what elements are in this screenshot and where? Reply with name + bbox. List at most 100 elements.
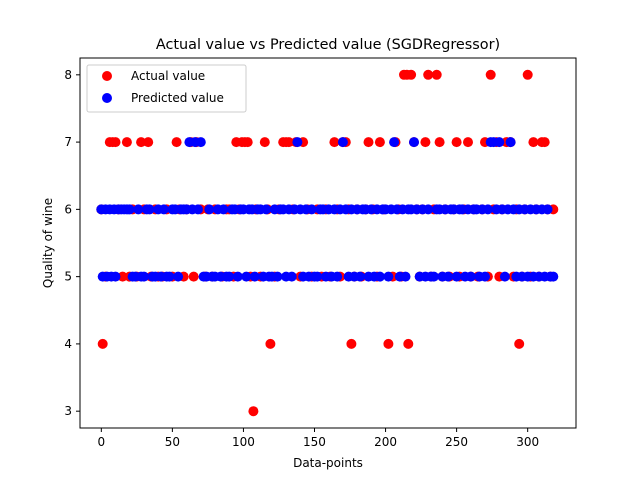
legend-marker-predicted — [102, 93, 112, 103]
predicted-value-point — [232, 271, 243, 282]
predicted-value-point — [164, 271, 175, 282]
plot-frame — [79, 57, 577, 429]
x-tick-label: 200 — [374, 435, 397, 449]
predicted-value-point — [144, 204, 155, 215]
legend-label-actual: Actual value — [131, 69, 205, 83]
x-axis: 0 50 100 150 200 250 300 — [97, 428, 539, 449]
predicted-value-point — [548, 271, 559, 282]
y-tick-label: 4 — [64, 337, 72, 351]
y-tick-label: 6 — [64, 202, 72, 216]
actual-value-point — [110, 137, 121, 148]
actual-value-point — [136, 137, 147, 148]
chart-title: Actual value vs Predicted value (SGDRegr… — [156, 37, 500, 53]
actual-value-point — [451, 137, 462, 148]
actual-value-point — [171, 137, 182, 148]
actual-value-point — [539, 137, 550, 148]
x-tick-label: 150 — [303, 435, 326, 449]
actual-value-point — [259, 137, 270, 148]
actual-value-point — [522, 69, 533, 80]
x-tick-label: 0 — [97, 435, 105, 449]
predicted-value-point — [292, 137, 303, 148]
predicted-value-point — [505, 137, 516, 148]
predicted-value-point — [158, 204, 169, 215]
legend-label-predicted: Predicted value — [131, 91, 224, 105]
predicted-value-point — [110, 271, 121, 282]
actual-value-point — [528, 137, 539, 148]
predicted-value-point — [409, 137, 419, 148]
predicted-value-point — [428, 271, 439, 282]
actual-value-point — [363, 137, 374, 148]
actual-value-point — [346, 338, 357, 349]
x-tick-label: 300 — [516, 435, 539, 449]
actual-value-point — [117, 271, 128, 282]
predicted-value-point — [465, 271, 476, 282]
actual-value-point — [121, 137, 132, 148]
actual-value-point — [420, 137, 431, 148]
predicted-value-point — [312, 271, 323, 282]
predicted-value-point — [195, 137, 206, 148]
predicted-value-point — [261, 204, 272, 215]
predicted-value-point — [224, 271, 235, 282]
predicted-value-point — [499, 271, 510, 282]
y-tick-label: 8 — [64, 68, 72, 82]
predicted-value-point — [133, 204, 144, 215]
x-tick-label: 50 — [165, 435, 180, 449]
predicted-value-point — [193, 204, 203, 215]
predicted-value-point — [389, 137, 400, 148]
actual-value-point — [383, 338, 394, 349]
actual-value-point — [242, 137, 253, 148]
predicted-value-point — [423, 204, 434, 215]
actual-value-point — [423, 69, 434, 80]
x-tick-label: 100 — [232, 435, 255, 449]
predicted-value-point — [400, 271, 411, 282]
y-axis: 3 4 5 6 7 8 — [64, 68, 80, 418]
predicted-value-point — [451, 271, 462, 282]
actual-value-point — [514, 338, 525, 349]
y-tick-label: 7 — [64, 135, 72, 149]
actual-value-point — [283, 137, 294, 148]
points-layer — [96, 69, 559, 417]
predicted-value-point — [374, 271, 385, 282]
legend-box — [86, 64, 247, 113]
actual-value-point — [188, 271, 199, 282]
predicted-value-point — [337, 137, 348, 148]
x-tick-label: 250 — [445, 435, 468, 449]
x-axis-label: Data-points — [293, 456, 363, 470]
predicted-value-point — [480, 271, 490, 282]
predicted-value-point — [482, 204, 493, 215]
predicted-value-point — [249, 271, 260, 282]
y-axis-label: Quality of wine — [41, 198, 55, 288]
predicted-value-point — [494, 137, 505, 148]
actual-value-point — [431, 69, 442, 80]
actual-value-point — [374, 137, 385, 148]
predicted-value-point — [306, 204, 317, 215]
predicted-value-point — [139, 271, 149, 282]
predicted-value-point — [241, 271, 252, 282]
actual-value-point — [248, 406, 259, 417]
predicted-value-point — [355, 271, 365, 282]
predicted-value-point — [124, 204, 135, 215]
predicted-value-point — [383, 271, 394, 282]
actual-value-point — [265, 338, 276, 349]
actual-value-point — [329, 137, 340, 148]
predicted-value-point — [204, 204, 215, 215]
actual-value-point — [485, 69, 496, 80]
predicted-value-point — [272, 271, 283, 282]
predicted-value-point — [218, 204, 229, 215]
legend: Actual value Predicted value — [86, 64, 247, 113]
actual-value-point — [403, 338, 414, 349]
actual-value-point — [143, 137, 154, 148]
actual-value-point — [97, 338, 108, 349]
predicted-value-point — [173, 271, 184, 282]
predicted-value-point — [542, 204, 553, 215]
actual-value-point — [463, 137, 473, 148]
predicted-value-point — [443, 271, 454, 282]
y-tick-label: 5 — [64, 270, 72, 284]
actual-value-point — [406, 69, 417, 80]
y-tick-label: 3 — [64, 404, 72, 418]
predicted-value-point — [286, 271, 297, 282]
actual-value-point — [434, 137, 445, 148]
predicted-value-point — [332, 271, 343, 282]
legend-marker-actual — [102, 71, 112, 81]
